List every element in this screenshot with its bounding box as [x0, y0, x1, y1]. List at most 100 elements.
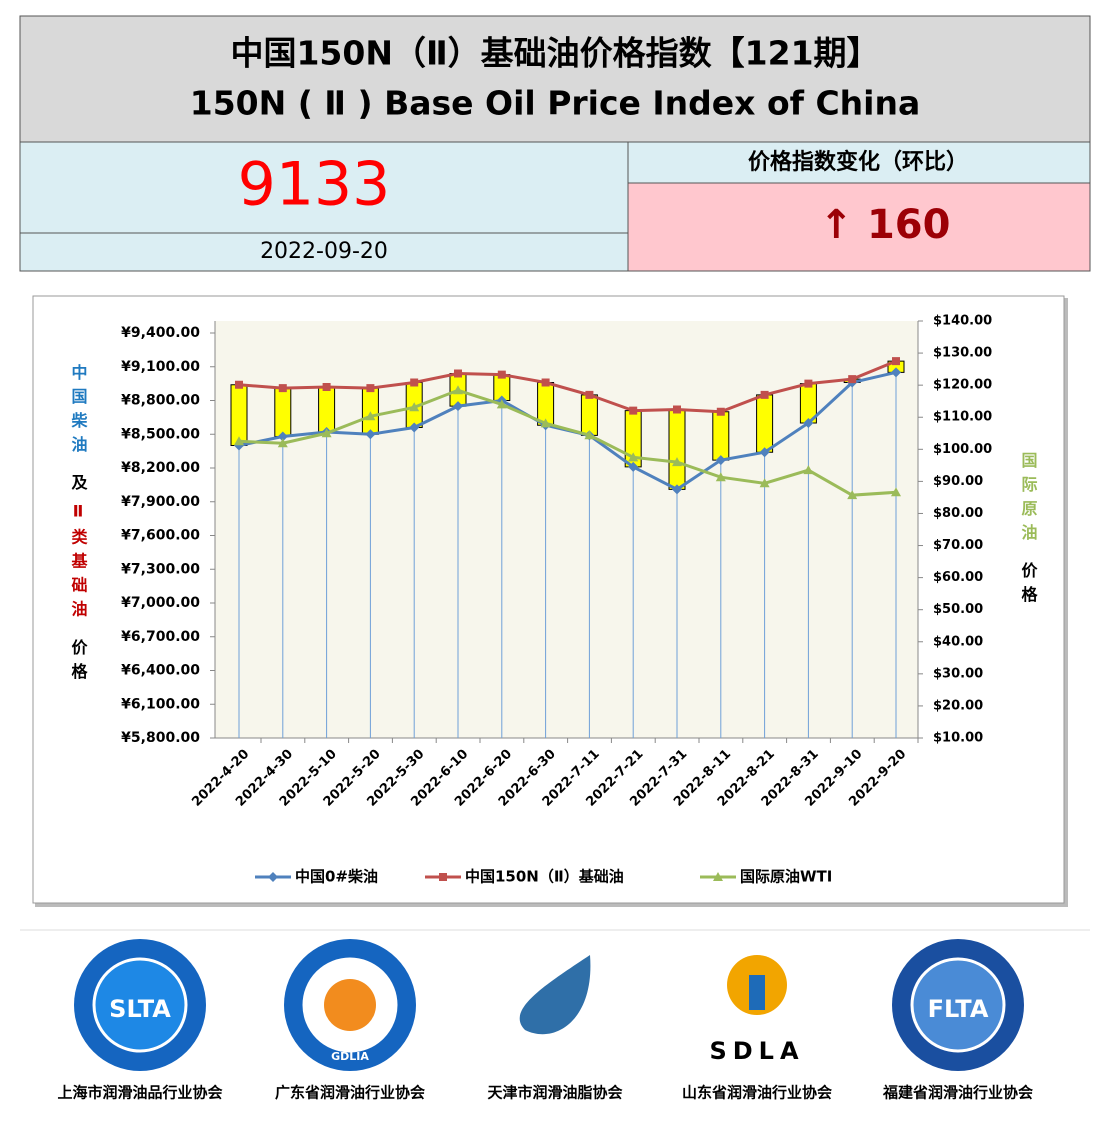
marker	[540, 418, 551, 428]
marker	[453, 385, 463, 395]
marker	[277, 438, 288, 448]
y-tick-label: ¥7,900.00	[121, 494, 200, 510]
marker	[628, 452, 639, 462]
title-en: 150N ( Ⅱ ) Base Oil Price Index of China	[190, 84, 921, 123]
marker	[847, 490, 858, 500]
y-tick-label: ¥9,100.00	[121, 359, 200, 375]
logo-bar	[749, 975, 765, 1010]
marker	[673, 405, 681, 414]
marker	[891, 487, 901, 497]
marker	[584, 430, 595, 440]
marker	[716, 407, 725, 416]
association-name: 福建省润滑油行业协会	[882, 1084, 1033, 1102]
marker	[321, 428, 332, 438]
marker	[715, 455, 726, 466]
y-tick-label: ¥5,800.00	[121, 730, 200, 746]
header-panel	[19, 15, 1091, 143]
up-down-bar	[274, 387, 292, 437]
y-tick-label: ¥7,600.00	[121, 528, 200, 544]
date-box	[19, 232, 629, 272]
y2-tick-label: $20.00	[933, 698, 983, 713]
logo-text: SLTA	[109, 995, 171, 1023]
marker	[366, 384, 375, 393]
marker	[803, 418, 814, 428]
series-line	[238, 359, 897, 414]
change-label-box	[627, 141, 1091, 184]
logo-drop	[324, 979, 376, 1031]
marker	[672, 484, 682, 495]
y2-tick-label: $80.00	[933, 506, 983, 521]
change-box	[627, 182, 1091, 272]
marker	[541, 378, 550, 387]
logo-inner	[92, 957, 188, 1053]
marker	[439, 873, 447, 881]
association-name: 天津市润滑油脂协会	[487, 1084, 622, 1102]
marker	[365, 429, 376, 440]
title-cn: 中国150N（Ⅱ）基础油价格指数【121期】	[230, 34, 879, 73]
y2-tick-label: $130.00	[933, 346, 992, 361]
marker	[278, 384, 287, 393]
marker	[585, 390, 594, 399]
up-down-bar	[756, 394, 774, 453]
y-axis-title: Ⅱ类基础油	[69, 502, 89, 625]
y2-tick-label: $50.00	[933, 602, 983, 617]
y-tick-label: ¥8,200.00	[121, 460, 200, 476]
marker	[713, 872, 723, 881]
marker	[892, 357, 900, 366]
up-down-bar	[361, 387, 379, 435]
legend-label: 国际原油WTI	[740, 868, 832, 886]
marker	[891, 367, 901, 378]
marker	[234, 436, 244, 446]
y2-tick-label: $60.00	[933, 570, 983, 585]
y2-tick-label: $100.00	[933, 442, 992, 457]
y2-tick-label: $90.00	[933, 474, 983, 489]
y-tick-label: ¥6,400.00	[121, 663, 200, 679]
marker	[409, 422, 420, 433]
association-name: 广东省润滑油行业协会	[275, 1084, 425, 1102]
logo-text: FLTA	[928, 995, 989, 1023]
marker	[672, 457, 682, 467]
up-down-bar	[580, 394, 598, 436]
marker	[410, 378, 419, 387]
y2-axis-title: 国际原油	[1019, 452, 1038, 548]
logo	[519, 955, 591, 1035]
up-down-bar	[318, 386, 336, 433]
y2-axis-title: 价格	[1019, 562, 1038, 610]
marker	[760, 390, 769, 399]
y-axis-title: 及	[69, 474, 88, 498]
marker	[629, 406, 638, 415]
y-tick-label: ¥7,300.00	[121, 561, 200, 577]
marker	[759, 478, 770, 488]
legend-label: 中国150N（Ⅱ）基础油	[465, 868, 624, 886]
y-tick-label: ¥6,100.00	[121, 696, 200, 712]
legend-label: 中国0#柴油	[295, 868, 378, 886]
up-down-bar	[712, 411, 730, 461]
y-tick-label: ¥8,500.00	[121, 426, 200, 442]
marker	[235, 380, 243, 389]
y2-tick-label: $70.00	[933, 538, 983, 553]
marker	[268, 872, 278, 882]
y2-tick-label: $40.00	[933, 634, 983, 649]
index-box	[19, 141, 629, 234]
y2-tick-label: $120.00	[933, 378, 992, 393]
y2-tick-label: $110.00	[933, 410, 992, 425]
marker	[715, 472, 726, 482]
date: 2022-09-20	[260, 239, 388, 264]
y-axis-title: 中国柴油	[69, 363, 89, 460]
marker	[454, 369, 462, 378]
marker	[322, 383, 331, 391]
marker	[365, 411, 376, 421]
marker	[277, 431, 288, 442]
marker	[453, 401, 463, 412]
association-name: 山东省润滑油行业协会	[682, 1084, 832, 1102]
marker	[759, 447, 770, 458]
logo-text: SDLA	[709, 1037, 804, 1065]
y-tick-label: ¥7,000.00	[121, 595, 200, 611]
marker	[497, 370, 506, 379]
y-tick-label: ¥9,400.00	[121, 325, 200, 341]
y-tick-label: ¥6,700.00	[121, 629, 200, 645]
y2-tick-label: $30.00	[933, 666, 983, 681]
marker	[409, 402, 420, 412]
